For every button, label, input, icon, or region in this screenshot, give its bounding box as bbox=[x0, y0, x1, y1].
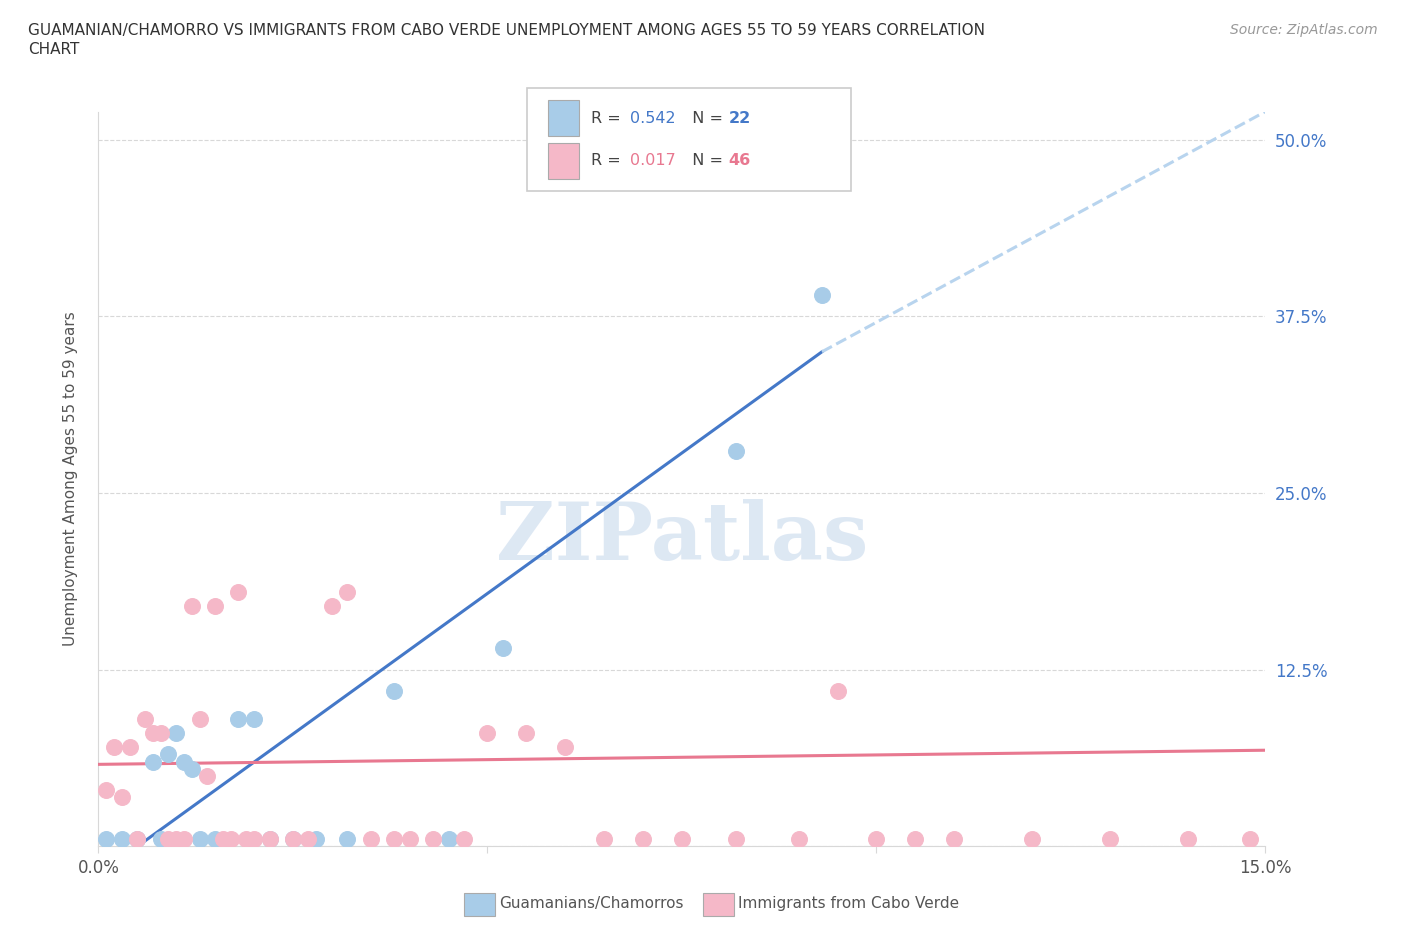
Point bbox=[593, 831, 616, 846]
Point bbox=[173, 831, 195, 846]
Point bbox=[904, 831, 927, 846]
Point bbox=[118, 740, 141, 755]
Point bbox=[259, 831, 281, 846]
Point bbox=[382, 684, 405, 698]
Point bbox=[228, 585, 250, 600]
Point bbox=[305, 831, 328, 846]
Point bbox=[297, 831, 319, 846]
Point bbox=[127, 831, 149, 846]
Point bbox=[228, 711, 250, 726]
Point bbox=[142, 725, 165, 740]
Point bbox=[165, 831, 187, 846]
Point bbox=[259, 831, 281, 846]
Point bbox=[149, 725, 172, 740]
Point bbox=[173, 754, 195, 769]
Point bbox=[398, 831, 420, 846]
Point bbox=[1239, 831, 1261, 846]
Text: 46: 46 bbox=[728, 153, 751, 168]
Point bbox=[243, 711, 266, 726]
Point bbox=[437, 831, 460, 846]
Point bbox=[157, 831, 180, 846]
Point bbox=[134, 711, 156, 726]
Point bbox=[127, 831, 149, 846]
Point bbox=[111, 831, 134, 846]
Point bbox=[103, 740, 125, 755]
Point bbox=[631, 831, 654, 846]
Point bbox=[111, 790, 134, 804]
Point bbox=[336, 585, 359, 600]
Text: R =: R = bbox=[591, 153, 626, 168]
Point bbox=[281, 831, 304, 846]
Point bbox=[165, 725, 187, 740]
Point bbox=[1098, 831, 1121, 846]
Point bbox=[865, 831, 887, 846]
Point bbox=[142, 754, 165, 769]
Point bbox=[827, 684, 849, 698]
Point bbox=[943, 831, 966, 846]
Text: N =: N = bbox=[682, 153, 728, 168]
Point bbox=[149, 831, 172, 846]
Point bbox=[515, 725, 537, 740]
Point bbox=[188, 711, 211, 726]
Text: N =: N = bbox=[682, 111, 728, 126]
Y-axis label: Unemployment Among Ages 55 to 59 years: Unemployment Among Ages 55 to 59 years bbox=[63, 312, 77, 646]
Point bbox=[212, 831, 235, 846]
Point bbox=[321, 599, 343, 614]
Point bbox=[453, 831, 475, 846]
Point bbox=[382, 831, 405, 846]
Point bbox=[360, 831, 382, 846]
Text: Source: ZipAtlas.com: Source: ZipAtlas.com bbox=[1230, 23, 1378, 37]
Text: 0.542: 0.542 bbox=[630, 111, 675, 126]
Point bbox=[243, 831, 266, 846]
Text: 0.017: 0.017 bbox=[630, 153, 676, 168]
Point bbox=[336, 831, 359, 846]
Point bbox=[188, 831, 211, 846]
Point bbox=[195, 768, 218, 783]
Point bbox=[725, 831, 748, 846]
Point bbox=[422, 831, 444, 846]
Text: 22: 22 bbox=[728, 111, 751, 126]
Point bbox=[671, 831, 693, 846]
Point bbox=[204, 599, 226, 614]
Point bbox=[235, 831, 257, 846]
Point bbox=[96, 831, 118, 846]
Point bbox=[204, 831, 226, 846]
Point bbox=[477, 725, 499, 740]
Point bbox=[554, 740, 576, 755]
Point bbox=[1021, 831, 1043, 846]
Point bbox=[492, 641, 515, 656]
Point bbox=[787, 831, 810, 846]
Point bbox=[811, 288, 834, 303]
Text: ZIPatlas: ZIPatlas bbox=[496, 498, 868, 577]
Text: Immigrants from Cabo Verde: Immigrants from Cabo Verde bbox=[738, 897, 959, 911]
Text: GUAMANIAN/CHAMORRO VS IMMIGRANTS FROM CABO VERDE UNEMPLOYMENT AMONG AGES 55 TO 5: GUAMANIAN/CHAMORRO VS IMMIGRANTS FROM CA… bbox=[28, 23, 986, 38]
Text: R =: R = bbox=[591, 111, 626, 126]
Point bbox=[219, 831, 242, 846]
Point bbox=[157, 747, 180, 762]
Point bbox=[180, 761, 202, 776]
Text: Guamanians/Chamorros: Guamanians/Chamorros bbox=[499, 897, 683, 911]
Point bbox=[180, 599, 202, 614]
Point bbox=[1177, 831, 1199, 846]
Point bbox=[281, 831, 304, 846]
Text: CHART: CHART bbox=[28, 42, 80, 57]
Point bbox=[96, 782, 118, 797]
Point bbox=[725, 444, 748, 458]
